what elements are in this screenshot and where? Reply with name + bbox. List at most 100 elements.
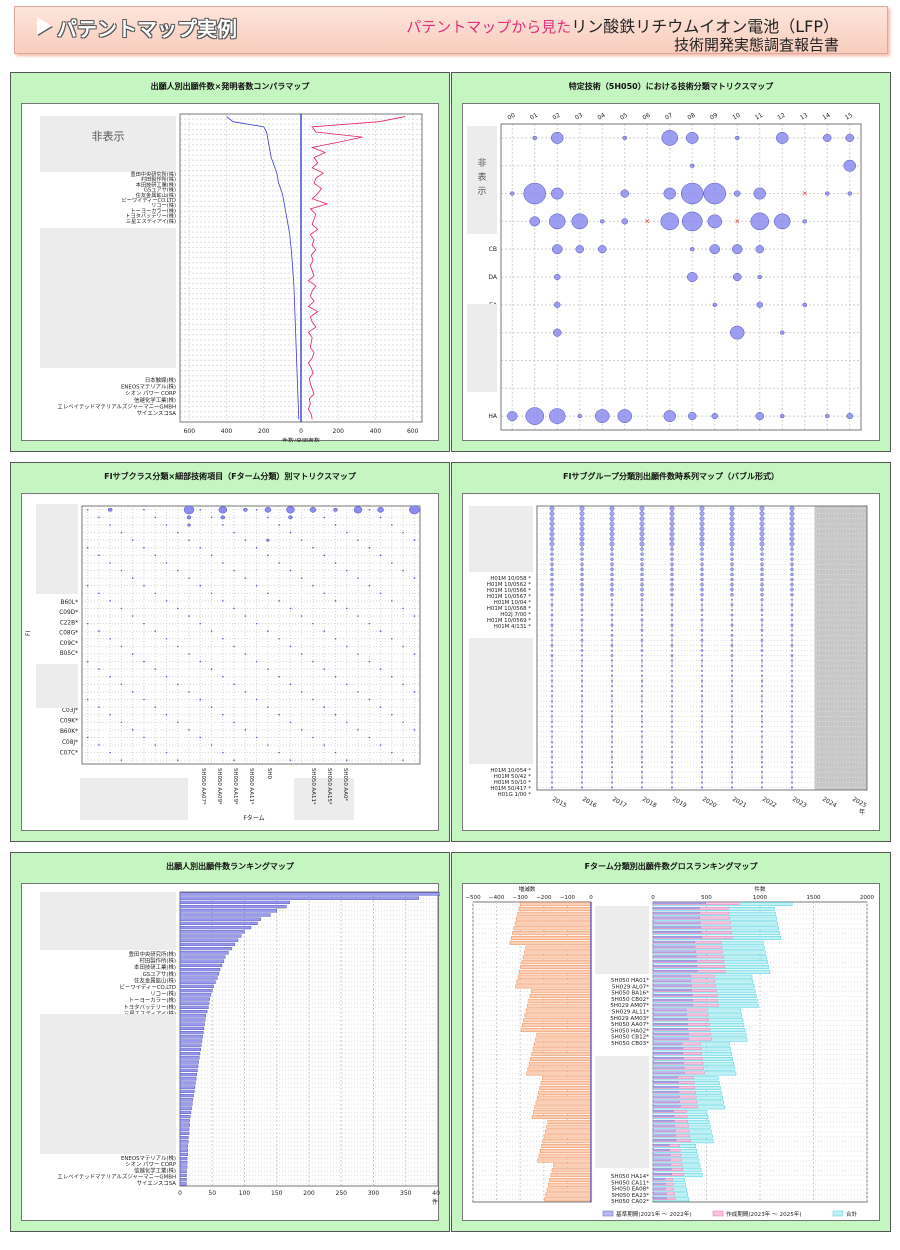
bar bbox=[179, 1001, 210, 1005]
bubble bbox=[610, 725, 613, 728]
bar bbox=[179, 997, 210, 1001]
bubble bbox=[86, 736, 89, 739]
bubble bbox=[700, 659, 703, 662]
bubble bbox=[580, 725, 583, 728]
bubble bbox=[755, 245, 764, 254]
bar bbox=[539, 1086, 592, 1090]
bubble bbox=[550, 776, 553, 779]
bubble bbox=[402, 531, 404, 534]
bubble bbox=[609, 536, 615, 542]
bubble bbox=[712, 302, 717, 307]
bubble bbox=[610, 552, 614, 556]
bubble bbox=[610, 613, 614, 617]
bubble bbox=[176, 645, 179, 648]
cross-marker: × bbox=[802, 190, 808, 198]
bubble bbox=[670, 603, 674, 607]
bubble bbox=[300, 577, 303, 579]
hidden-mask bbox=[36, 504, 78, 594]
bubble bbox=[549, 408, 566, 424]
bubble bbox=[580, 577, 584, 582]
row-label: H01M 10/0566 * bbox=[487, 588, 531, 594]
bubble bbox=[610, 664, 613, 667]
bubble bbox=[86, 546, 89, 549]
bubble bbox=[357, 653, 359, 655]
bubble bbox=[379, 668, 382, 670]
bubble bbox=[580, 552, 584, 556]
hidden-mask bbox=[469, 638, 533, 764]
bubble bbox=[756, 301, 763, 308]
bubble bbox=[188, 577, 190, 579]
bubble bbox=[700, 577, 704, 582]
applicant-label: GSユアサ(株) bbox=[144, 186, 176, 194]
bubble bbox=[550, 690, 553, 693]
bar bbox=[546, 1124, 592, 1129]
bubble bbox=[609, 541, 615, 547]
bubble bbox=[353, 506, 363, 514]
bubble bbox=[731, 619, 734, 622]
bubble bbox=[549, 541, 555, 547]
bubble bbox=[120, 759, 123, 762]
bubble bbox=[640, 700, 643, 703]
bubble bbox=[610, 705, 613, 708]
bubble bbox=[640, 582, 644, 587]
bubble bbox=[731, 786, 734, 789]
bubble bbox=[598, 245, 607, 254]
bubble bbox=[729, 526, 735, 532]
bubble bbox=[700, 695, 703, 698]
bar bbox=[652, 955, 697, 958]
bubble bbox=[610, 690, 613, 693]
left-tick-label: −500 bbox=[465, 895, 481, 901]
bubble bbox=[669, 541, 675, 547]
bubble bbox=[759, 536, 765, 542]
bubble bbox=[639, 511, 645, 517]
bubble bbox=[700, 664, 703, 667]
bar bbox=[179, 1030, 204, 1035]
bubble bbox=[550, 562, 554, 567]
bubble bbox=[609, 521, 615, 527]
bubble bbox=[759, 506, 765, 511]
bar bbox=[538, 1153, 592, 1158]
bubble bbox=[345, 721, 348, 724]
bar bbox=[179, 900, 290, 904]
applicant-label: サイエンスコSA bbox=[137, 1180, 177, 1187]
bubble bbox=[669, 516, 675, 522]
bubble bbox=[300, 729, 303, 731]
bubble bbox=[357, 615, 359, 617]
bar bbox=[652, 1081, 679, 1083]
bubble bbox=[791, 664, 794, 667]
bubble bbox=[550, 674, 553, 677]
bubble bbox=[379, 592, 382, 595]
bubble bbox=[731, 690, 734, 693]
applicant-label: トーヨーカラー(株) bbox=[129, 996, 176, 1004]
bubble bbox=[580, 730, 583, 733]
bubble bbox=[580, 618, 584, 622]
bubble bbox=[753, 187, 766, 200]
bubble bbox=[266, 538, 270, 542]
bubble bbox=[730, 562, 734, 567]
bubble bbox=[550, 608, 553, 611]
bubble bbox=[312, 622, 314, 625]
bubble bbox=[700, 618, 704, 622]
column-label: 03 bbox=[574, 112, 584, 122]
bubble bbox=[551, 187, 564, 200]
bubble bbox=[413, 577, 416, 579]
bar bbox=[546, 1187, 592, 1192]
applicant-label: シオン パワー CORP bbox=[125, 390, 177, 397]
bubble bbox=[131, 691, 134, 693]
bar bbox=[652, 979, 692, 982]
bubble bbox=[731, 685, 734, 688]
bubble bbox=[357, 539, 359, 541]
bubble bbox=[670, 685, 673, 688]
bubble bbox=[791, 735, 794, 738]
bubble bbox=[699, 521, 705, 527]
bubble bbox=[610, 644, 614, 647]
plot-frame bbox=[81, 505, 421, 765]
bubble bbox=[402, 607, 404, 610]
bubble bbox=[700, 740, 703, 743]
bubble bbox=[222, 675, 224, 678]
hidden-mask bbox=[467, 304, 497, 392]
bubble bbox=[640, 547, 644, 551]
hidden-label: 示 bbox=[477, 187, 486, 197]
bubble bbox=[391, 751, 393, 754]
bubble bbox=[176, 721, 179, 724]
